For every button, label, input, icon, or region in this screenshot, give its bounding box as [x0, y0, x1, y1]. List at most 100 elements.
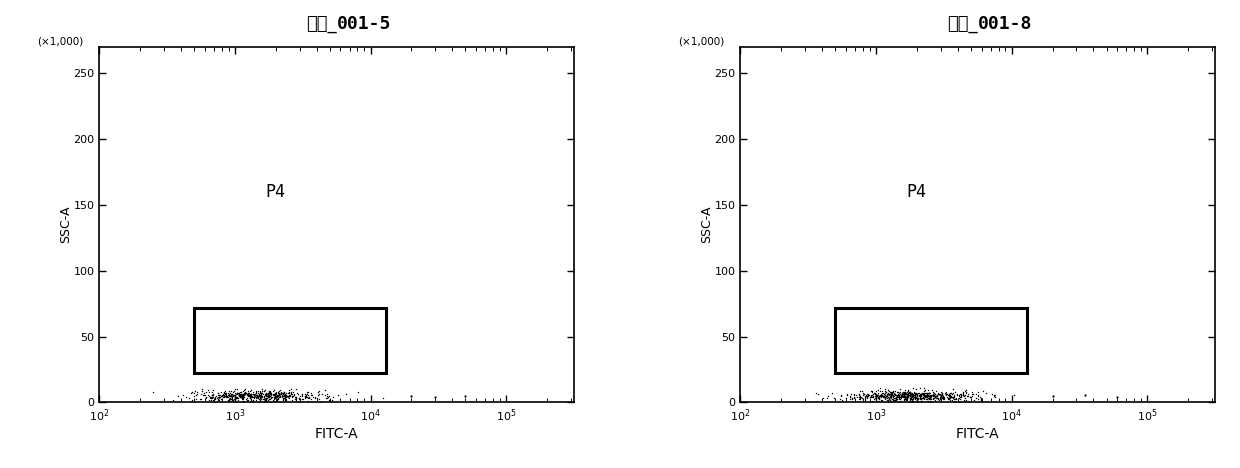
Point: [954, 391, 973, 399]
Point: [202, 394, 222, 401]
Point: [284, 388, 304, 396]
Point: [248, 392, 268, 400]
Point: [919, 389, 939, 397]
Point: [273, 392, 293, 400]
Point: [219, 387, 239, 395]
Point: [885, 387, 905, 395]
Point: [895, 392, 915, 400]
Point: [882, 393, 901, 401]
Point: [857, 394, 877, 402]
Point: [202, 394, 222, 402]
Point: [267, 393, 286, 401]
Point: [252, 394, 272, 401]
Point: [182, 396, 202, 404]
Point: [924, 391, 944, 398]
Point: [207, 394, 227, 401]
Point: [911, 391, 931, 398]
Point: [908, 395, 928, 403]
Point: [929, 395, 949, 402]
Point: [883, 393, 903, 400]
Point: [910, 394, 930, 401]
Point: [238, 392, 258, 400]
Point: [877, 390, 897, 397]
Point: [895, 388, 915, 396]
Point: [915, 394, 935, 401]
Point: [252, 392, 272, 400]
Point: [894, 388, 914, 395]
Point: [275, 389, 295, 396]
Point: [259, 396, 279, 403]
Point: [317, 390, 337, 398]
Point: [258, 392, 278, 399]
Point: [254, 395, 274, 402]
Point: [259, 393, 279, 401]
Point: [233, 394, 253, 401]
Point: [254, 395, 274, 402]
Point: [263, 388, 283, 395]
Point: [250, 388, 270, 395]
Point: [264, 394, 284, 401]
Point: [237, 394, 257, 402]
Point: [937, 393, 957, 400]
Point: [250, 392, 270, 400]
Point: [236, 391, 255, 398]
Point: [895, 393, 915, 401]
Point: [915, 394, 935, 401]
Point: [904, 391, 924, 399]
Point: [264, 391, 284, 399]
Point: [203, 393, 223, 401]
Point: [919, 397, 939, 405]
Point: [269, 395, 289, 402]
Point: [238, 389, 258, 397]
Y-axis label: SSC-A: SSC-A: [58, 206, 72, 243]
Point: [198, 388, 218, 396]
Point: [856, 396, 875, 403]
Point: [1043, 392, 1063, 400]
Point: [259, 391, 279, 399]
Point: [229, 389, 249, 397]
Point: [872, 391, 892, 399]
Point: [956, 389, 976, 396]
Point: [250, 394, 270, 401]
Point: [955, 391, 975, 399]
Point: [897, 389, 916, 396]
Point: [882, 393, 901, 400]
Point: [900, 392, 920, 400]
Point: [252, 392, 272, 399]
Point: [925, 390, 945, 398]
Point: [901, 392, 921, 399]
Point: [894, 395, 914, 403]
Point: [853, 391, 873, 399]
Point: [894, 393, 914, 401]
Point: [249, 394, 269, 402]
Point: [239, 392, 259, 400]
Point: [926, 393, 946, 400]
Point: [286, 395, 306, 402]
Point: [250, 395, 270, 402]
Point: [216, 391, 236, 398]
Point: [176, 393, 196, 401]
Point: [857, 391, 877, 398]
Point: [895, 394, 915, 402]
Point: [267, 396, 286, 404]
Point: [879, 394, 899, 402]
Point: [875, 395, 895, 402]
Point: [278, 393, 298, 400]
Point: [906, 390, 926, 397]
Point: [288, 391, 308, 398]
Point: [215, 389, 234, 396]
Point: [167, 393, 187, 400]
Point: [884, 397, 904, 404]
Point: [267, 393, 286, 400]
Point: [255, 390, 275, 397]
Point: [930, 395, 950, 402]
Point: [228, 395, 248, 402]
Point: [182, 388, 202, 396]
Text: 样本_: 样本_: [947, 15, 978, 33]
Point: [946, 395, 966, 402]
Point: [229, 390, 249, 398]
Point: [223, 388, 243, 395]
Point: [918, 392, 937, 399]
Point: [955, 387, 975, 395]
Point: [901, 390, 921, 398]
